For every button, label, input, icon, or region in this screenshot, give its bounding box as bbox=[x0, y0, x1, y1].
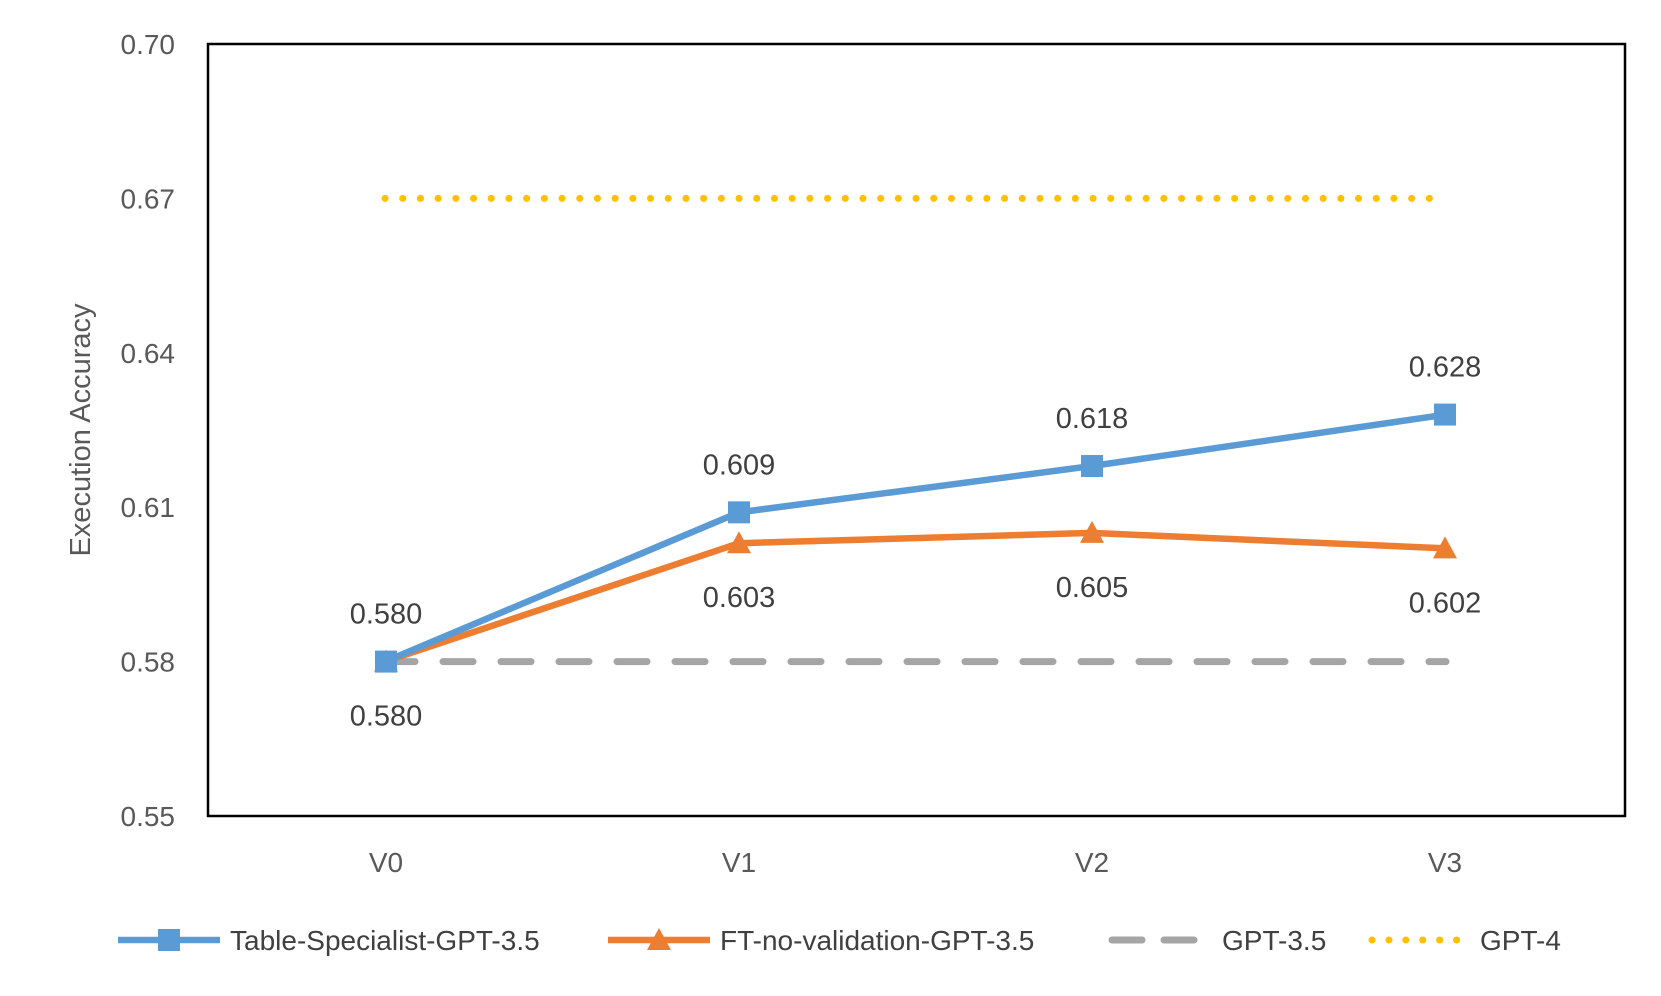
data-label: 0.602 bbox=[1409, 587, 1482, 619]
data-label: 0.580 bbox=[350, 599, 423, 631]
legend-item: GPT-3.5 bbox=[1108, 925, 1326, 956]
data-point-marker bbox=[1081, 455, 1103, 478]
x-tick-label: V3 bbox=[1428, 847, 1462, 878]
data-label: 0.605 bbox=[1056, 572, 1129, 604]
y-tick-label: 0.58 bbox=[121, 647, 176, 678]
legend-label: FT-no-validation-GPT-3.5 bbox=[720, 925, 1034, 956]
legend-label: GPT-3.5 bbox=[1222, 925, 1326, 956]
data-point-marker bbox=[1080, 520, 1104, 543]
data-label: 0.609 bbox=[703, 449, 776, 481]
data-label: 0.618 bbox=[1056, 403, 1129, 435]
data-point-marker bbox=[727, 531, 751, 554]
data-label: 0.628 bbox=[1409, 352, 1482, 384]
plot-area bbox=[206, 42, 1627, 818]
legend-label: Table-Specialist-GPT-3.5 bbox=[230, 925, 540, 956]
y-tick-label: 0.64 bbox=[121, 338, 176, 369]
x-tick-label: V1 bbox=[722, 847, 756, 878]
data-label: 0.580 bbox=[350, 701, 423, 733]
y-tick-label: 0.55 bbox=[121, 801, 176, 832]
data-point-marker bbox=[1434, 403, 1456, 426]
y-tick-label: 0.61 bbox=[121, 492, 176, 523]
data-point-marker bbox=[1433, 536, 1457, 559]
legend-item: GPT-4 bbox=[1368, 925, 1561, 956]
legend-marker bbox=[158, 929, 180, 951]
x-tick-label: V0 bbox=[369, 847, 403, 878]
data-point-marker bbox=[728, 501, 750, 524]
x-tick-label: V2 bbox=[1075, 847, 1109, 878]
legend-item: Table-Specialist-GPT-3.5 bbox=[118, 925, 540, 956]
y-axis-title: Execution Accuracy bbox=[65, 303, 97, 557]
legend-item: FT-no-validation-GPT-3.5 bbox=[608, 925, 1034, 956]
legend-marker bbox=[647, 928, 671, 950]
data-point-marker bbox=[375, 650, 397, 673]
series-line-table-specialist-gpt-3-5 bbox=[381, 411, 1450, 665]
y-tick-label: 0.70 bbox=[121, 29, 176, 60]
legend-label: GPT-4 bbox=[1480, 925, 1561, 956]
series-line-ft-no-validation-gpt-3-5 bbox=[381, 529, 1450, 665]
y-tick-label: 0.67 bbox=[121, 183, 176, 214]
data-label: 0.603 bbox=[703, 582, 776, 614]
